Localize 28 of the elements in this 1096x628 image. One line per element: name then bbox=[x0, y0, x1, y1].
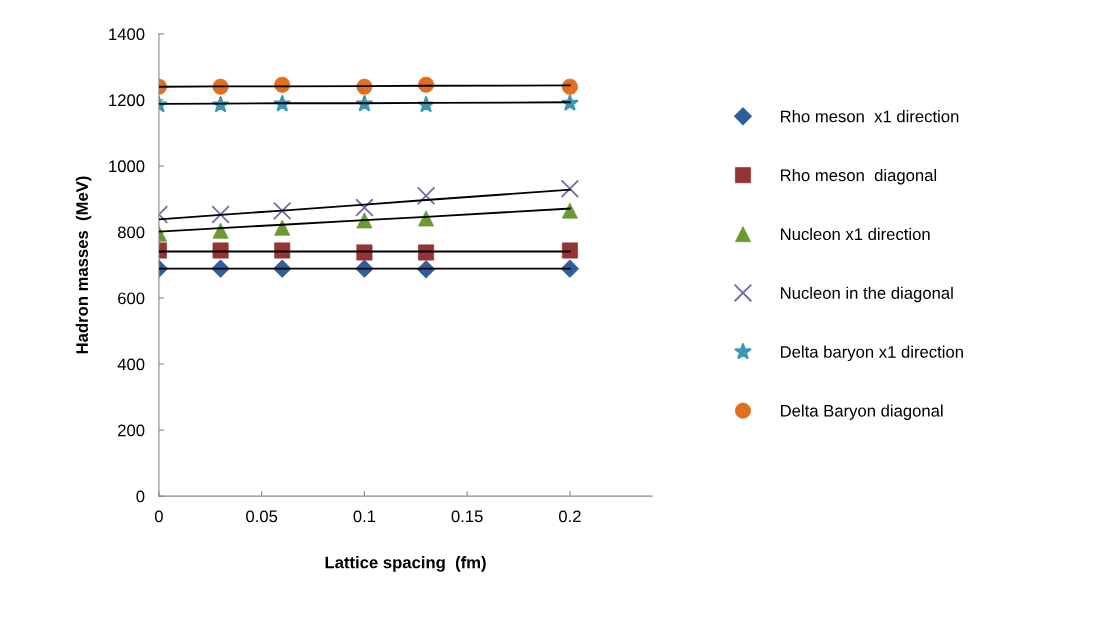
y-tick-label: 600 bbox=[118, 292, 145, 305]
point bbox=[211, 205, 230, 224]
y-tick-label: 800 bbox=[117, 226, 145, 239]
legend-label: Rho meson diagonal bbox=[781, 168, 937, 185]
point bbox=[355, 198, 374, 217]
point bbox=[272, 201, 292, 221]
x-axis-title: Lattice spacing (fm) bbox=[325, 556, 486, 572]
legend-label: Rho meson x1 direction bbox=[781, 110, 959, 123]
y-axis-title: Hadron masses (MeV) bbox=[75, 176, 92, 354]
legend-label: Nucleon x1 direction bbox=[781, 227, 930, 241]
x-tick-label: 0.05 bbox=[246, 510, 278, 523]
y-tick-label: 1400 bbox=[109, 28, 145, 41]
y-tick-label: 400 bbox=[117, 358, 145, 371]
point bbox=[416, 186, 436, 205]
y-tick-label: 200 bbox=[118, 424, 145, 437]
x-tick-label: 0 bbox=[154, 510, 163, 523]
legend-label: Nucleon in the diagonal bbox=[781, 286, 953, 303]
legend-label: Delta Baryon diagonal bbox=[781, 404, 943, 420]
y-tick-label: 1200 bbox=[109, 94, 145, 107]
x-tick-label: 0.1 bbox=[353, 510, 376, 523]
y-tick-label: 0 bbox=[136, 490, 145, 503]
point bbox=[561, 242, 578, 259]
x-tick-label: 0.15 bbox=[451, 510, 483, 523]
x-tick-label: 0.2 bbox=[558, 510, 581, 523]
point bbox=[560, 179, 580, 198]
y-tick-label: 1000 bbox=[109, 160, 145, 173]
line-series bbox=[158, 188, 571, 221]
legend-label: Delta baryon x1 direction bbox=[781, 345, 963, 362]
